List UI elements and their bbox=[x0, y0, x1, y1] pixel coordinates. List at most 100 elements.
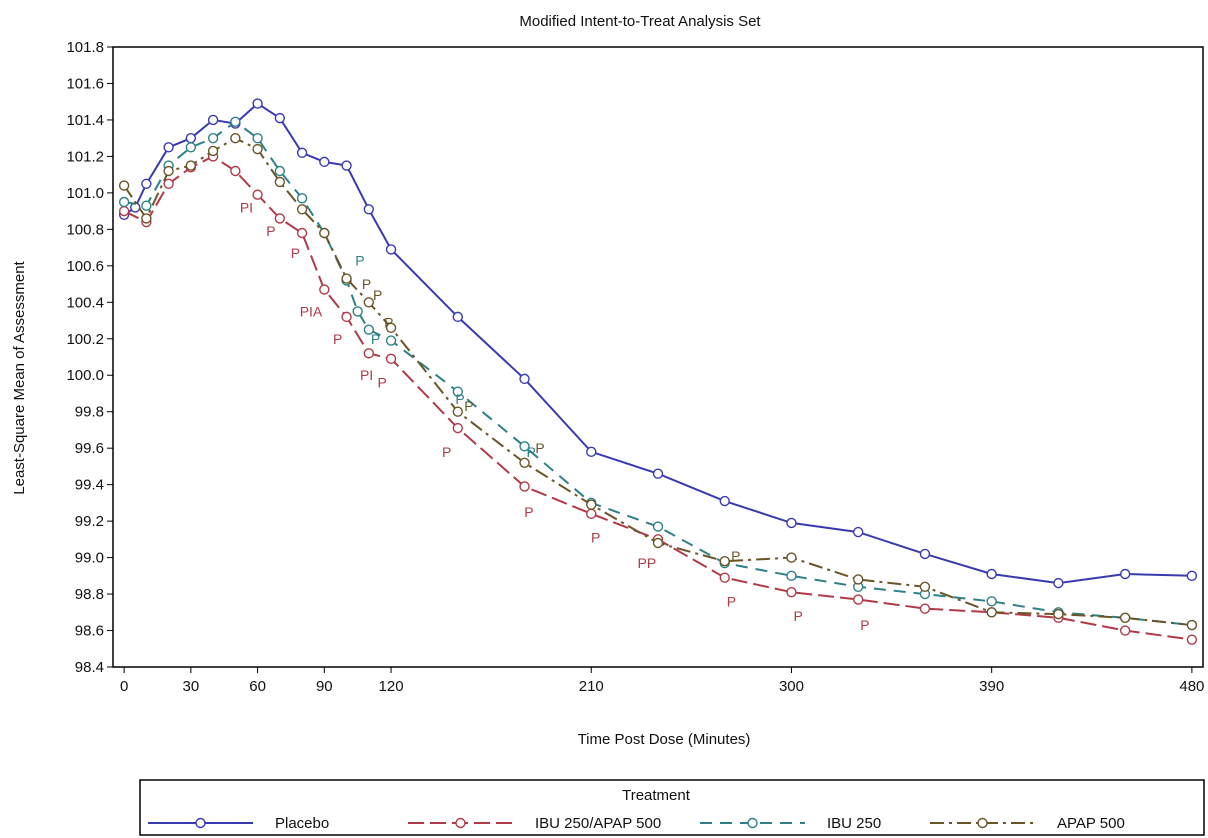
data-point bbox=[274, 213, 286, 224]
data-point bbox=[452, 422, 463, 434]
data-point bbox=[207, 132, 219, 144]
annotation-label: P bbox=[377, 375, 386, 391]
data-point bbox=[452, 406, 463, 417]
legend-marker bbox=[195, 817, 206, 829]
legend-items: Placebo IBU 250/APAP 500 IBU 250 APAP 500 bbox=[148, 815, 1125, 832]
data-point bbox=[919, 548, 931, 560]
y-tick-label: 98.8 bbox=[75, 586, 104, 603]
y-tick-label: 101.2 bbox=[66, 148, 104, 165]
data-point bbox=[1186, 619, 1198, 631]
data-point bbox=[185, 160, 197, 171]
data-point bbox=[452, 386, 463, 397]
data-point bbox=[363, 324, 375, 335]
data-point bbox=[296, 204, 308, 215]
annotation-label: P bbox=[291, 245, 300, 261]
annotation-label: PI bbox=[360, 367, 373, 383]
data-point bbox=[586, 446, 597, 458]
data-point bbox=[252, 189, 263, 200]
x-axis-label: Time Post Dose (Minutes) bbox=[578, 731, 751, 748]
data-point bbox=[118, 205, 130, 217]
data-point bbox=[919, 581, 931, 592]
annotation-label: P bbox=[860, 617, 869, 633]
data-point bbox=[586, 508, 597, 520]
data-point bbox=[385, 244, 397, 255]
x-tick-label: 300 bbox=[779, 678, 804, 695]
y-tick-label: 99.6 bbox=[75, 440, 104, 457]
data-point bbox=[341, 160, 352, 171]
data-point bbox=[341, 311, 352, 323]
data-point bbox=[207, 114, 219, 126]
data-point bbox=[341, 273, 352, 284]
data-point bbox=[352, 306, 363, 317]
data-point bbox=[274, 112, 286, 124]
data-point bbox=[1119, 625, 1131, 636]
data-point bbox=[141, 178, 152, 189]
annotation-label: P bbox=[727, 593, 736, 609]
y-tick-label: 101.6 bbox=[66, 75, 104, 92]
data-point bbox=[185, 142, 197, 153]
data-point bbox=[652, 521, 664, 532]
data-point bbox=[230, 165, 241, 177]
data-point bbox=[1119, 568, 1131, 580]
data-point bbox=[652, 468, 664, 479]
data-point bbox=[1186, 570, 1198, 582]
plot-frame bbox=[112, 46, 1204, 668]
y-tick-label: 100.8 bbox=[66, 221, 104, 238]
y-tick-label: 98.4 bbox=[75, 659, 104, 676]
data-point bbox=[141, 213, 152, 224]
data-point bbox=[786, 517, 797, 529]
annotation-label: P bbox=[333, 331, 342, 347]
data-point bbox=[207, 145, 219, 157]
series-line bbox=[123, 137, 1193, 627]
data-point bbox=[319, 156, 330, 168]
y-tick-label: 98.6 bbox=[75, 623, 104, 640]
legend-frame bbox=[139, 779, 1205, 836]
y-tick-label: 100.0 bbox=[66, 367, 104, 384]
data-point bbox=[586, 499, 597, 510]
data-point bbox=[118, 196, 130, 208]
data-point bbox=[853, 594, 864, 605]
x-tick-label: 0 bbox=[120, 678, 128, 695]
series-line bbox=[123, 155, 1193, 641]
data-point bbox=[252, 98, 263, 109]
legend: Treatment Placebo IBU 250/APAP 500 IBU 250… bbox=[139, 779, 1205, 836]
data-point bbox=[519, 457, 530, 468]
x-tick-label: 210 bbox=[579, 678, 604, 695]
data-point bbox=[519, 441, 530, 452]
data-point bbox=[519, 481, 530, 492]
data-point bbox=[296, 147, 308, 158]
annotation-label: P bbox=[384, 314, 393, 330]
data-point bbox=[274, 165, 286, 177]
data-point bbox=[319, 284, 330, 295]
annotation-label: P bbox=[371, 331, 380, 347]
data-point bbox=[185, 132, 197, 144]
y-tick-label: 99.2 bbox=[75, 513, 104, 530]
data-point bbox=[786, 570, 797, 582]
x-axis: 0 30 60 90 120 210 300 390 480 bbox=[120, 667, 1204, 695]
y-tick-label: 100.2 bbox=[66, 331, 104, 348]
annotation-label: P bbox=[793, 608, 802, 624]
y-tick-label: 99.8 bbox=[75, 404, 104, 421]
legend-label: IBU 250/APAP 500 bbox=[535, 815, 661, 832]
data-point bbox=[385, 353, 397, 365]
series-2 bbox=[118, 116, 1198, 631]
y-tick-label: 101.4 bbox=[66, 112, 104, 129]
data-point bbox=[385, 322, 397, 334]
data-point bbox=[719, 572, 730, 583]
x-tick-label: 480 bbox=[1179, 678, 1204, 695]
data-point bbox=[652, 537, 664, 549]
series-line bbox=[123, 120, 1193, 627]
legend-label: APAP 500 bbox=[1057, 815, 1125, 832]
data-point bbox=[853, 574, 864, 585]
x-tick-label: 390 bbox=[979, 678, 1004, 695]
annotation-label: P bbox=[535, 440, 544, 456]
y-tick-label: 101.0 bbox=[66, 185, 104, 202]
data-point bbox=[163, 142, 174, 153]
annotation-label: P bbox=[464, 398, 473, 414]
legend-marker bbox=[747, 817, 758, 829]
y-tick-label: 101.8 bbox=[66, 39, 104, 56]
y-tick-label: 100.4 bbox=[66, 294, 104, 311]
data-point bbox=[274, 176, 286, 188]
annotation-label: PI bbox=[240, 199, 253, 215]
data-point bbox=[919, 603, 931, 614]
